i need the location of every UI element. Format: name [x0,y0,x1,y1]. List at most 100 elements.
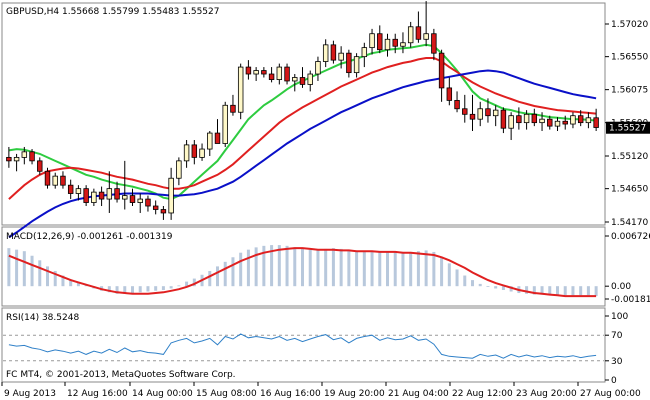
macd-histogram-bar [301,248,304,287]
macd-histogram-bar [501,286,505,290]
macd-histogram-bar [432,251,436,287]
candle [431,28,437,61]
candle [160,206,167,220]
candle-body-up [554,120,561,127]
candle [330,40,337,64]
macd-histogram-bar [154,286,158,291]
candle [454,91,460,113]
candle-body-down [346,52,352,74]
candle-body-down [129,195,136,203]
macd-histogram-bar [331,248,335,287]
macd-histogram-bar [401,251,405,287]
macd-histogram-bar [579,286,583,296]
candle [106,171,113,213]
candle [585,112,592,129]
candle-body-down [485,108,491,117]
macd-histogram-bar [15,249,19,287]
candle-body-up [369,33,375,49]
candle [122,160,128,210]
candle [554,117,561,131]
candle [98,186,105,207]
candle-body-down [67,184,74,194]
candle [384,33,391,57]
candle [91,188,97,207]
macd-histogram-bar [386,251,389,287]
candle-body-up [183,144,190,162]
macd-histogram-bar [586,286,590,296]
candle-body-up [492,109,499,117]
candle [145,195,151,212]
candle-body-down [462,108,468,115]
macd-histogram-bar [556,286,559,296]
candle [52,172,58,189]
candle-body-down [531,113,538,124]
candle [407,21,414,48]
macd-histogram-bar [146,286,150,292]
macd-histogram-bar [571,286,575,296]
candle [21,146,28,165]
macd-histogram-bar [471,280,474,287]
candle-body-down [577,115,584,124]
candle-body-down [593,117,599,128]
candle [292,74,298,92]
candle [353,53,360,78]
macd-signal-line [8,247,597,298]
candle [276,63,283,85]
candle [508,112,514,141]
candle-body-down [516,115,522,124]
candle-body-down [214,132,221,144]
macd-histogram-bar [254,247,258,287]
candle [462,94,468,123]
candle-body-down [152,205,159,210]
candle-body-down [268,73,275,80]
price-tick-label: 1.56075 [611,86,648,96]
rsi-pane-frame [1,307,606,383]
candle [253,67,259,81]
candle [446,77,453,106]
candle-body-down [469,113,476,120]
candle [477,101,483,127]
candle [531,108,538,127]
candle-body-up [384,38,391,51]
macd-histogram-bar [246,249,250,287]
macd-histogram-bar [563,286,567,296]
candle [75,185,82,201]
macd-histogram-bar [262,245,266,287]
time-tick-label: 23 Aug 20:00 [516,389,577,399]
candle [191,140,198,165]
candle-body-up [315,61,321,75]
macd-pane-frame [1,226,606,307]
macd-histogram-bar [216,266,219,287]
candle [261,67,267,78]
macd-histogram-bar [231,257,235,287]
candle [438,49,445,102]
candle-body-down [377,33,383,51]
candle [214,119,221,144]
candle [284,63,290,85]
candle-body-down [438,52,445,89]
time-tick-label: 19 Aug 20:00 [324,389,385,399]
candle-body-up [338,52,344,61]
macd-histogram-bar [169,286,173,289]
candle-body-up [75,188,82,194]
candle [516,107,522,130]
macd-histogram-bar [455,269,459,287]
candle [307,70,313,92]
ma-line-2 [8,69,597,239]
candle-body-up [570,115,576,125]
candle-body-down [392,38,398,47]
macd-histogram-bar [447,263,451,287]
axes: 1.570201.565501.560751.556001.551201.546… [1,20,650,399]
macd-histogram-bar [409,251,413,287]
candle-body-up [168,177,174,214]
macd-histogram-bar [76,282,80,287]
candle-body-up [21,151,28,158]
macd-histogram-bar [494,286,498,289]
candle-body-down [60,175,66,186]
candle-body-up [400,42,406,47]
candle [222,101,228,147]
candle [199,143,205,161]
candle [570,112,576,129]
candle [245,60,252,80]
candle [338,46,344,69]
